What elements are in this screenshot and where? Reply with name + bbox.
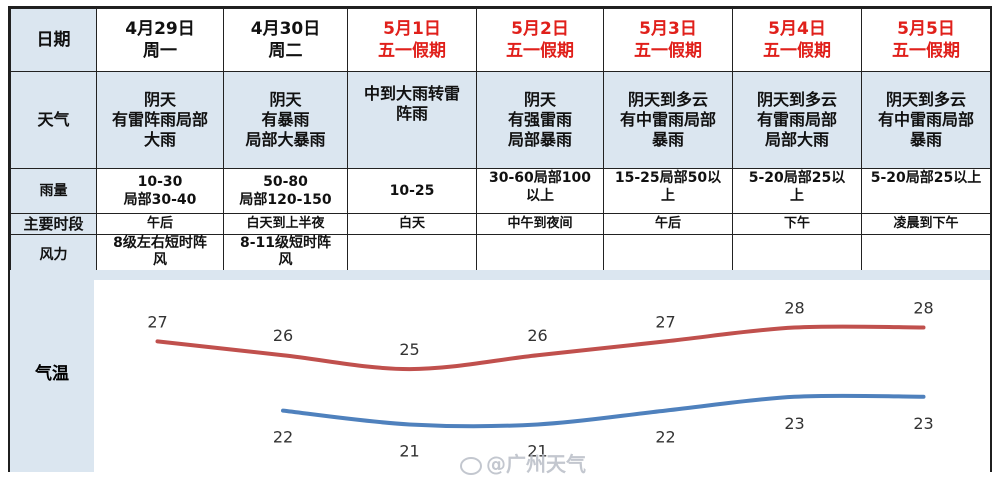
rain-label: 雨量: [10, 168, 97, 214]
rain-cell-1: 50-80 局部120-150: [223, 168, 348, 214]
weather-label: 天气: [10, 71, 97, 169]
weather-cell-0: 阴天 有雷阵雨局部 大雨: [96, 71, 224, 169]
wind-cell-3: [476, 234, 604, 276]
date-cell-5: 5月4日 五一假期: [732, 8, 862, 72]
period-cell-5: 下午: [732, 213, 862, 235]
weibo-icon: [460, 456, 482, 475]
temperature-section: 气温 27 26 25 26 27 28 28 22 21 21 22 23 23: [10, 270, 990, 472]
date-cell-6: 5月5日 五一假期: [861, 8, 991, 72]
wind-label: 风力: [10, 234, 97, 276]
temp-label-1-3: 22: [655, 428, 675, 447]
period-cell-0: 午后: [96, 213, 224, 235]
weather-cell-3: 阴天 有强雷雨 局部暴雨: [476, 71, 604, 169]
temp-label-1-4: 23: [784, 414, 804, 433]
period-cell-3: 中午到夜间: [476, 213, 604, 235]
temp-label-1-1: 21: [399, 441, 419, 460]
temp-label-1-0: 22: [273, 428, 293, 447]
period-label: 主要时段: [10, 213, 97, 235]
wind-cell-1: 8-11级短时阵风: [223, 234, 348, 276]
temperature-label: 气温: [35, 363, 69, 384]
weather-cell-5: 阴天到多云 有雷雨局部 局部大雨: [732, 71, 862, 169]
date-row: 日期 4月29日 周一 4月30日 周二 5月1日 五一假期 5月2日 五一假期 5月3…: [10, 8, 991, 72]
period-cell-6: 凌晨到下午: [861, 213, 991, 235]
temp-label-0-4: 27: [655, 312, 675, 331]
temperature-chart: 27 26 25 26 27 28 28 22 21 21 22 23 23: [147, 299, 933, 461]
forecast-table: 日期 4月29日 周一 4月30日 周二 5月1日 五一假期 5月2日 五一假期 5月3…: [8, 6, 992, 476]
wind-cell-4: [603, 234, 733, 276]
rain-row: 雨量 10-30 局部30-40 50-80 局部120-150 10-25 30-…: [10, 168, 991, 214]
rain-cell-4: 15-25局部50以上: [603, 168, 733, 214]
wind-cell-6: [861, 234, 991, 276]
weather-cell-6: 阴天到多云 有中雷雨局部 暴雨: [861, 71, 991, 169]
temp-line-0: [155, 324, 926, 372]
period-cell-1: 白天到上半夜: [223, 213, 348, 235]
temp-label-0-6: 28: [913, 299, 933, 318]
date-cell-2: 5月1日 五一假期: [347, 8, 477, 72]
forecast-grid: 日期 4月29日 周一 4月30日 周二 5月1日 五一假期 5月2日 五一假期 5月3…: [10, 8, 991, 276]
rain-cell-5: 5-20局部25以上: [732, 168, 862, 214]
date-label: 日期: [10, 8, 97, 72]
weather-cell-1: 阴天 有暴雨 局部大暴雨: [223, 71, 348, 169]
wind-cell-2: [347, 234, 477, 276]
weather-cell-4: 阴天到多云 有中雷雨局部 暴雨: [603, 71, 733, 169]
weather-row: 天气 阴天 有雷阵雨局部 大雨 阴天 有暴雨 局部大暴雨 中到大雨转雷 阵雨 阴天 有强雷雨…: [10, 71, 991, 169]
temp-label-1-2: 21: [527, 441, 547, 460]
rain-cell-0: 10-30 局部30-40: [96, 168, 224, 214]
date-cell-0: 4月29日 周一: [96, 8, 224, 72]
weather-cell-2: 中到大雨转雷 阵雨: [347, 71, 477, 169]
date-cell-1: 4月30日 周二: [223, 8, 348, 72]
date-cell-4: 5月3日 五一假期: [603, 8, 733, 72]
temperature-plot-area: 27 26 25 26 27 28 28 22 21 21 22 23 23: [94, 280, 990, 472]
period-cell-4: 午后: [603, 213, 733, 235]
temp-label-0-3: 26: [527, 326, 547, 345]
date-cell-3: 5月2日 五一假期: [476, 8, 604, 72]
temp-label-0-1: 26: [273, 326, 293, 345]
rain-cell-3: 30-60局部100 以上: [476, 168, 604, 214]
wind-row: 风力 8级左右短时阵风 8-11级短时阵风: [10, 234, 991, 276]
rain-cell-2: 10-25: [347, 168, 477, 214]
rain-cell-6: 5-20局部25以上: [861, 168, 991, 214]
temp-line-1: [281, 393, 926, 429]
period-cell-2: 白天: [347, 213, 477, 235]
watermark: @广州天气: [460, 448, 586, 477]
temp-label-0-2: 25: [399, 340, 419, 359]
period-row: 主要时段 午后 白天到上半夜 白天 中午到夜间 午后 下午 凌晨到下午: [10, 213, 991, 235]
temp-label-1-5: 23: [913, 414, 933, 433]
temp-label-0-5: 28: [784, 299, 804, 318]
temp-label-0-0: 27: [147, 312, 167, 331]
